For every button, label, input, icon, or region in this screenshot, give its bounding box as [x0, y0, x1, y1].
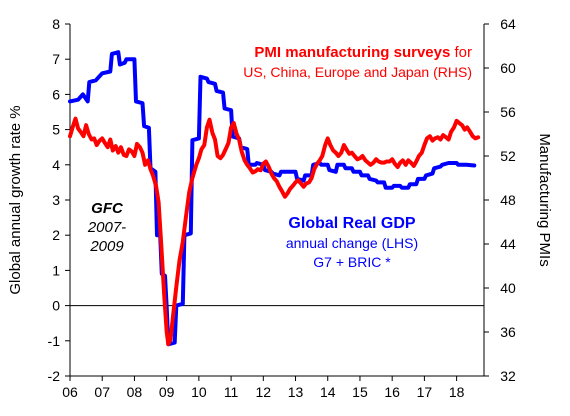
right-tick-label: 32	[500, 368, 516, 384]
x-tick-label: 15	[352, 384, 368, 400]
left-tick-label: 2	[52, 227, 60, 243]
right-tick-label: 36	[500, 324, 516, 340]
x-tick-label: 07	[94, 384, 110, 400]
x-tick-label: 16	[384, 384, 400, 400]
x-tick-label: 17	[417, 384, 433, 400]
left-y-ticks: 8 7 6 5 4 3 2 1 0 -1 -2	[48, 16, 70, 384]
left-tick-label: 3	[52, 192, 60, 208]
series-layer	[68, 50, 481, 347]
right-tick-label: 52	[500, 148, 516, 164]
gfc-annotation-line1: GFC	[91, 200, 124, 217]
x-tick-label: 13	[288, 384, 304, 400]
right-axis-title: Manufacturing PMIs	[536, 133, 553, 266]
left-tick-label: 8	[52, 16, 60, 32]
left-tick-label: -2	[48, 368, 61, 384]
x-tick-label: 12	[256, 384, 272, 400]
x-tick-label: 06	[62, 384, 78, 400]
pmi-series-line	[68, 116, 481, 347]
right-y-ticks: 64 60 56 52 48 44 40 36 32	[484, 16, 516, 384]
right-tick-label: 44	[500, 236, 516, 252]
right-tick-label: 56	[500, 104, 516, 120]
left-tick-label: 7	[52, 51, 60, 67]
x-ticks: 06 07 08 09 10 11 12 13 14 15 16 17 18	[62, 376, 465, 400]
x-tick-label: 08	[127, 384, 143, 400]
x-tick-label: 09	[159, 384, 175, 400]
x-tick-label: 10	[191, 384, 207, 400]
right-tick-label: 40	[500, 280, 516, 296]
left-tick-label: 1	[52, 262, 60, 278]
right-tick-label: 60	[500, 60, 516, 76]
gdp-annotation-line2: annual change (LHS)	[286, 235, 418, 251]
pmi-annotation-title: PMI manufacturing surveys for	[254, 44, 472, 61]
gfc-annotation-line3: 2009	[89, 238, 124, 255]
gdp-annotation-line3: G7 + BRIC *	[313, 254, 391, 270]
left-tick-label: 4	[52, 157, 60, 173]
gfc-annotation-line2: 2007-	[87, 219, 126, 236]
x-tick-label: 18	[449, 384, 465, 400]
left-axis-title: Global annual growth rate %	[7, 105, 24, 294]
x-tick-label: 14	[320, 384, 336, 400]
left-tick-label: 0	[52, 298, 60, 314]
pmi-annotation-for: for	[450, 44, 472, 61]
pmi-annotation-bold: PMI manufacturing surveys	[254, 44, 450, 61]
left-tick-label: 6	[52, 86, 60, 102]
x-tick-label: 11	[224, 384, 239, 400]
left-tick-label: -1	[48, 333, 61, 349]
right-tick-label: 64	[500, 16, 516, 32]
pmi-annotation-line2: US, China, Europe and Japan (RHS)	[243, 64, 472, 80]
right-tick-label: 48	[500, 192, 516, 208]
gdp-series-line	[68, 50, 477, 347]
left-tick-label: 5	[52, 122, 60, 138]
gdp-annotation-title: Global Real GDP	[288, 215, 415, 232]
